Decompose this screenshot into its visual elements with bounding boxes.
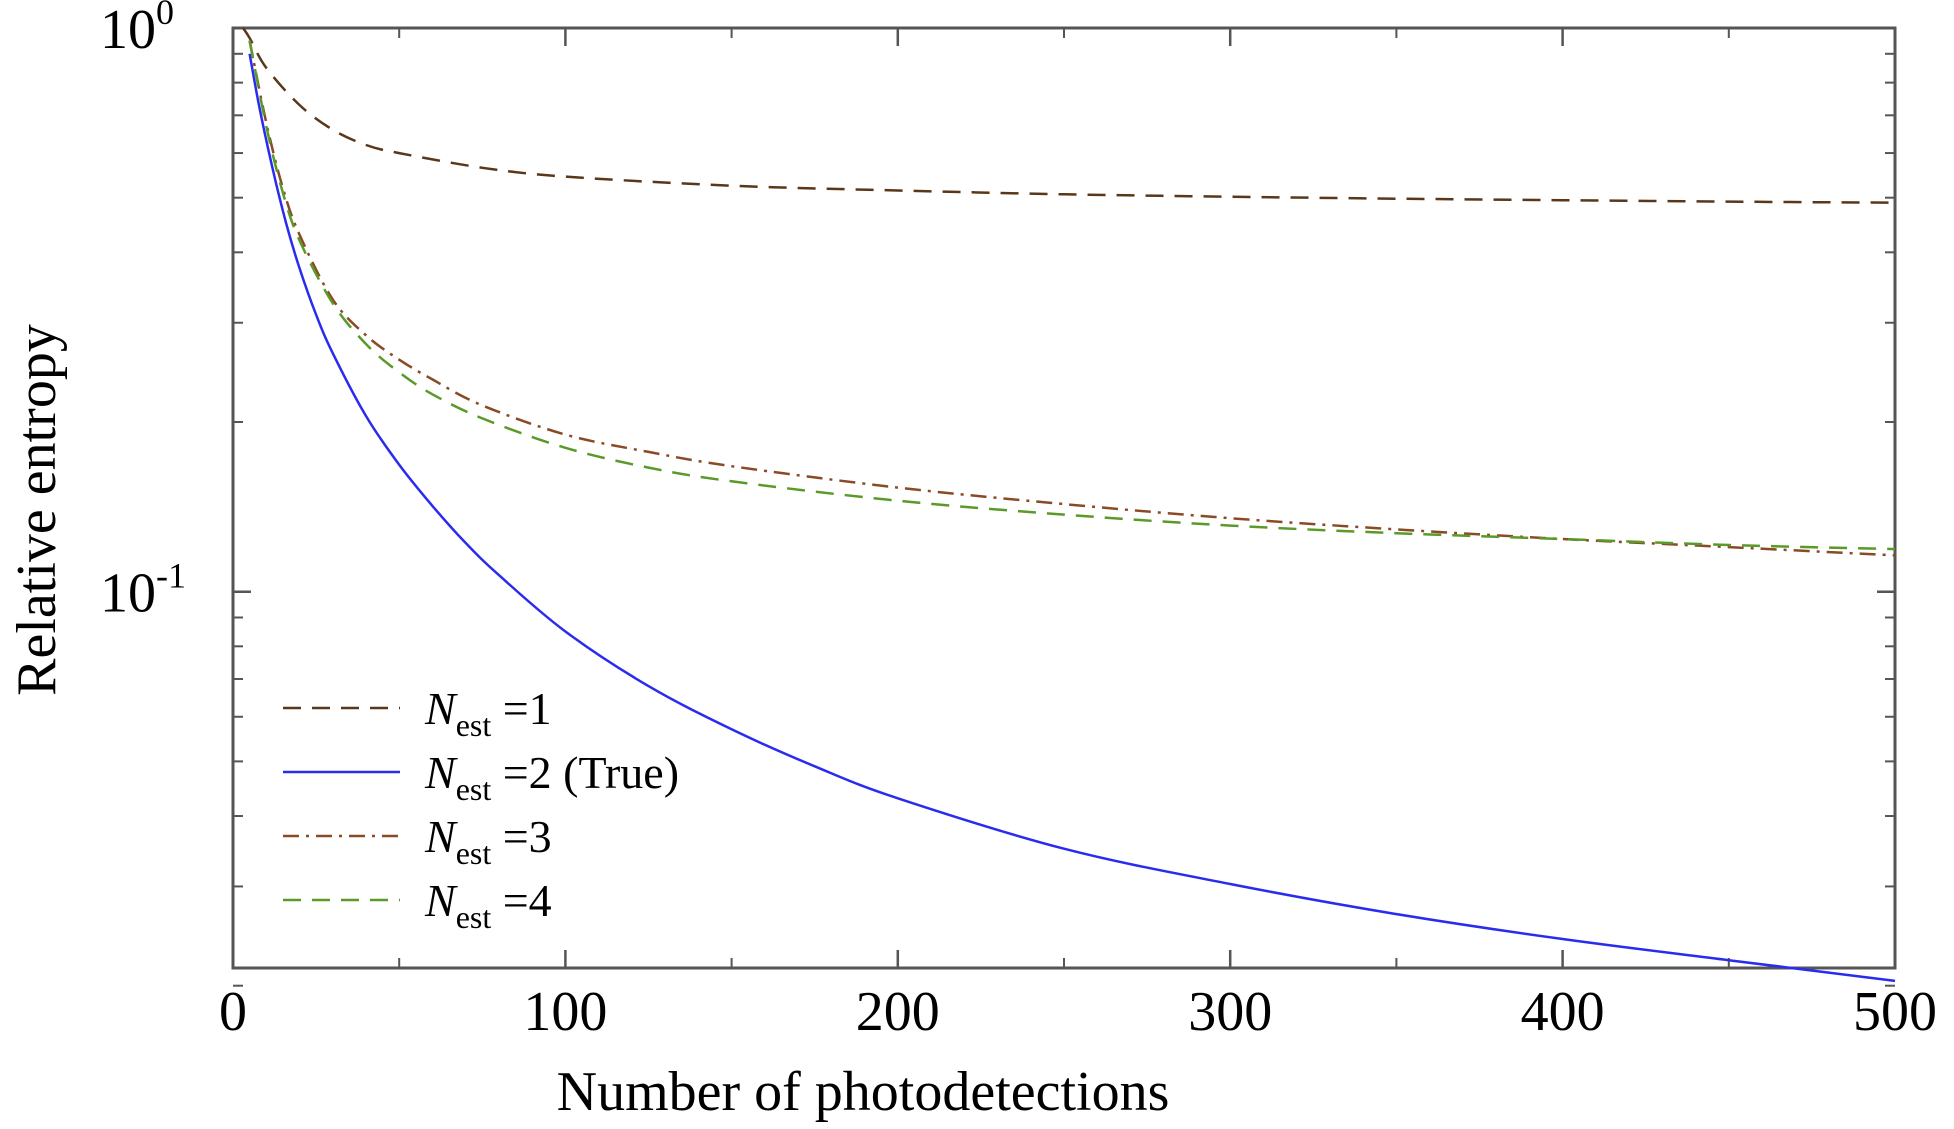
- y-tick-exponent: 0: [156, 0, 174, 32]
- legend-label-subscript: est: [456, 835, 492, 871]
- series-lines: [241, 27, 1896, 983]
- legend-label-main: N: [424, 683, 458, 734]
- y-tick-base: 10: [100, 563, 156, 625]
- legend-label: Nest =2 (True): [424, 747, 679, 807]
- x-tick-label: 100: [523, 981, 607, 1043]
- legend-entry-1: Nest =1: [283, 683, 552, 743]
- legend-label-subscript: est: [456, 707, 492, 743]
- legend-label: Nest =3: [424, 811, 552, 871]
- x-tick-label: 500: [1853, 981, 1937, 1043]
- legend-label-rest: =1: [491, 683, 551, 734]
- legend-entry-4: Nest =4: [283, 875, 552, 935]
- legend-label-subscript: est: [456, 771, 492, 807]
- legend-entry-3: Nest =3: [283, 811, 552, 871]
- y-axis-label: Relative entropy: [6, 324, 68, 696]
- legend-label-rest: =3: [491, 811, 551, 862]
- plot-area: [231, 26, 1897, 987]
- y-tick-label: 10-1: [100, 556, 186, 625]
- x-axis-label: Number of photodetections: [557, 1061, 1170, 1123]
- x-tick-label: 400: [1521, 981, 1605, 1043]
- legend-entry-2: Nest =2 (True): [283, 747, 679, 807]
- y-tick-base: 10: [100, 0, 156, 61]
- series-line-4: [248, 40, 1896, 551]
- x-tick-label: 300: [1188, 981, 1272, 1043]
- x-tick-labels: 0 100 200 300 400 500: [219, 981, 1937, 1043]
- legend-label: Nest =1: [424, 683, 552, 743]
- legend-label-rest: =4: [491, 875, 551, 926]
- y-tick-exponent: -1: [156, 556, 186, 596]
- x-tick-label: 0: [219, 981, 247, 1043]
- x-tick-label: 200: [856, 981, 940, 1043]
- series-line-2: [248, 53, 1896, 983]
- legend-label-main: N: [424, 875, 458, 926]
- legend-label-main: N: [424, 811, 458, 862]
- series-line-1: [241, 27, 1896, 204]
- legend-label-main: N: [424, 747, 458, 798]
- legend-label-rest: =2 (True): [491, 747, 679, 798]
- series-line-3: [248, 40, 1896, 557]
- axis-ticks: [231, 26, 1897, 987]
- legend-label-subscript: est: [456, 899, 492, 935]
- y-tick-label: 100: [100, 0, 174, 61]
- legend-label: Nest =4: [424, 875, 552, 935]
